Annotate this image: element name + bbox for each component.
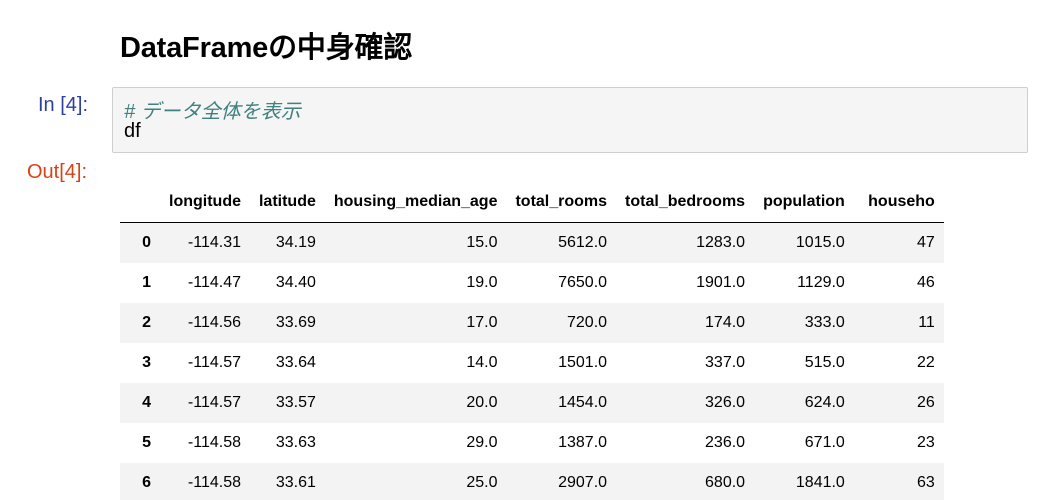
table-cell: 1901.0 <box>696 273 746 291</box>
column-header-households: househo <box>853 182 944 223</box>
column-header-housing-median-age: housing_median_age <box>324 182 507 223</box>
table-cell: 26 <box>917 393 935 411</box>
table-cell: 1015.0 <box>795 233 845 251</box>
table-cell: 20.0 <box>466 393 498 411</box>
table-cell: 29.0 <box>466 433 498 451</box>
table-cell: 19.0 <box>466 273 498 291</box>
table-cell: -114.58 <box>187 473 241 491</box>
table-cell: 63 <box>917 473 935 491</box>
table-cell: 34.40 <box>275 273 316 291</box>
code-cell-editor[interactable]: # データ全体を表示 df <box>112 87 1028 153</box>
table-cell: 671.0 <box>804 433 845 451</box>
row-index: 1 <box>142 273 151 291</box>
markdown-heading: DataFrameの中身確認 <box>120 32 413 64</box>
table-cell: 337.0 <box>705 353 746 371</box>
row-index: 2 <box>142 313 151 331</box>
table-cell: 5612.0 <box>558 233 608 251</box>
table-cell: 25.0 <box>466 473 498 491</box>
table-cell: 14.0 <box>466 353 498 371</box>
row-index: 4 <box>142 393 151 411</box>
table-cell: 23 <box>917 433 935 451</box>
column-header-longitude: longitude <box>160 182 250 223</box>
row-index: 6 <box>142 473 151 491</box>
column-header-total-bedrooms: total_bedrooms <box>616 182 755 223</box>
table-cell: 33.63 <box>275 433 316 451</box>
table-cell: 1129.0 <box>797 273 845 291</box>
table-cell: 15.0 <box>466 233 498 251</box>
table-cell: 33.69 <box>275 313 316 331</box>
column-header-total-rooms: total_rooms <box>506 182 617 223</box>
table-cell: -114.47 <box>187 273 241 291</box>
table-cell: -114.57 <box>187 393 241 411</box>
table-cell: -114.56 <box>187 313 241 331</box>
table-row: 2 -114.56 33.69 17.0 720.0 174.0 333.0 1… <box>120 302 944 343</box>
table-cell: 33.57 <box>275 393 316 411</box>
row-index: 0 <box>142 233 151 251</box>
table-row: 1 -114.47 34.40 19.0 7650.0 1901.0 1129.… <box>120 263 944 303</box>
table-cell: 33.64 <box>275 353 316 371</box>
table-cell: -114.57 <box>187 353 241 371</box>
table-cell: 720.0 <box>567 313 608 331</box>
input-prompt: In [4]: <box>38 94 89 116</box>
output-prompt: Out[4]: <box>27 161 88 183</box>
column-header-latitude: latitude <box>249 182 325 223</box>
table-cell: 236.0 <box>705 433 746 451</box>
table-cell: 326.0 <box>705 393 746 411</box>
table-row: 6 -114.58 33.61 25.0 2907.0 680.0 1841.0… <box>120 462 944 500</box>
dataframe-table: longitude latitude housing_median_age to… <box>120 182 944 500</box>
table-cell: 11 <box>918 313 935 331</box>
table-cell: 1454.0 <box>558 393 608 411</box>
table-row: 5 -114.58 33.63 29.0 1387.0 236.0 671.0 … <box>120 423 944 463</box>
index-header <box>120 182 160 223</box>
table-row: 0 -114.31 34.19 15.0 5612.0 1283.0 1015.… <box>120 222 944 263</box>
code-comment: # データ全体を表示 <box>124 101 301 123</box>
table-row: 4 -114.57 33.57 20.0 1454.0 326.0 624.0 … <box>120 382 944 423</box>
row-index: 5 <box>142 433 151 451</box>
table-cell: 22 <box>917 353 935 371</box>
table-cell: 47 <box>917 233 935 251</box>
code-statement: df <box>124 120 141 142</box>
table-row: 3 -114.57 33.64 14.0 1501.0 337.0 515.0 … <box>120 343 944 383</box>
table-cell: 1841.0 <box>795 473 845 491</box>
row-index: 3 <box>142 353 151 371</box>
table-cell: 46 <box>917 273 935 291</box>
table-cell: 515.0 <box>804 353 845 371</box>
table-cell: 1387.0 <box>558 433 608 451</box>
table-cell: 624.0 <box>804 393 845 411</box>
table-cell: 1283.0 <box>696 233 746 251</box>
table-cell: 34.19 <box>275 233 316 251</box>
table-cell: 174.0 <box>705 313 746 331</box>
column-header-population: population <box>754 182 854 223</box>
dataframe-output: longitude latitude housing_median_age to… <box>120 182 1030 500</box>
table-cell: 1501.0 <box>558 353 608 371</box>
table-cell: -114.58 <box>187 433 241 451</box>
table-cell: 17.0 <box>466 313 498 331</box>
table-cell: 680.0 <box>705 473 746 491</box>
table-cell: 33.61 <box>275 473 316 491</box>
table-cell: 7650.0 <box>558 273 608 291</box>
table-cell: 333.0 <box>804 313 845 331</box>
table-cell: 2907.0 <box>558 473 608 491</box>
table-cell: -114.31 <box>187 233 241 251</box>
header-row: longitude latitude housing_median_age to… <box>120 182 944 223</box>
